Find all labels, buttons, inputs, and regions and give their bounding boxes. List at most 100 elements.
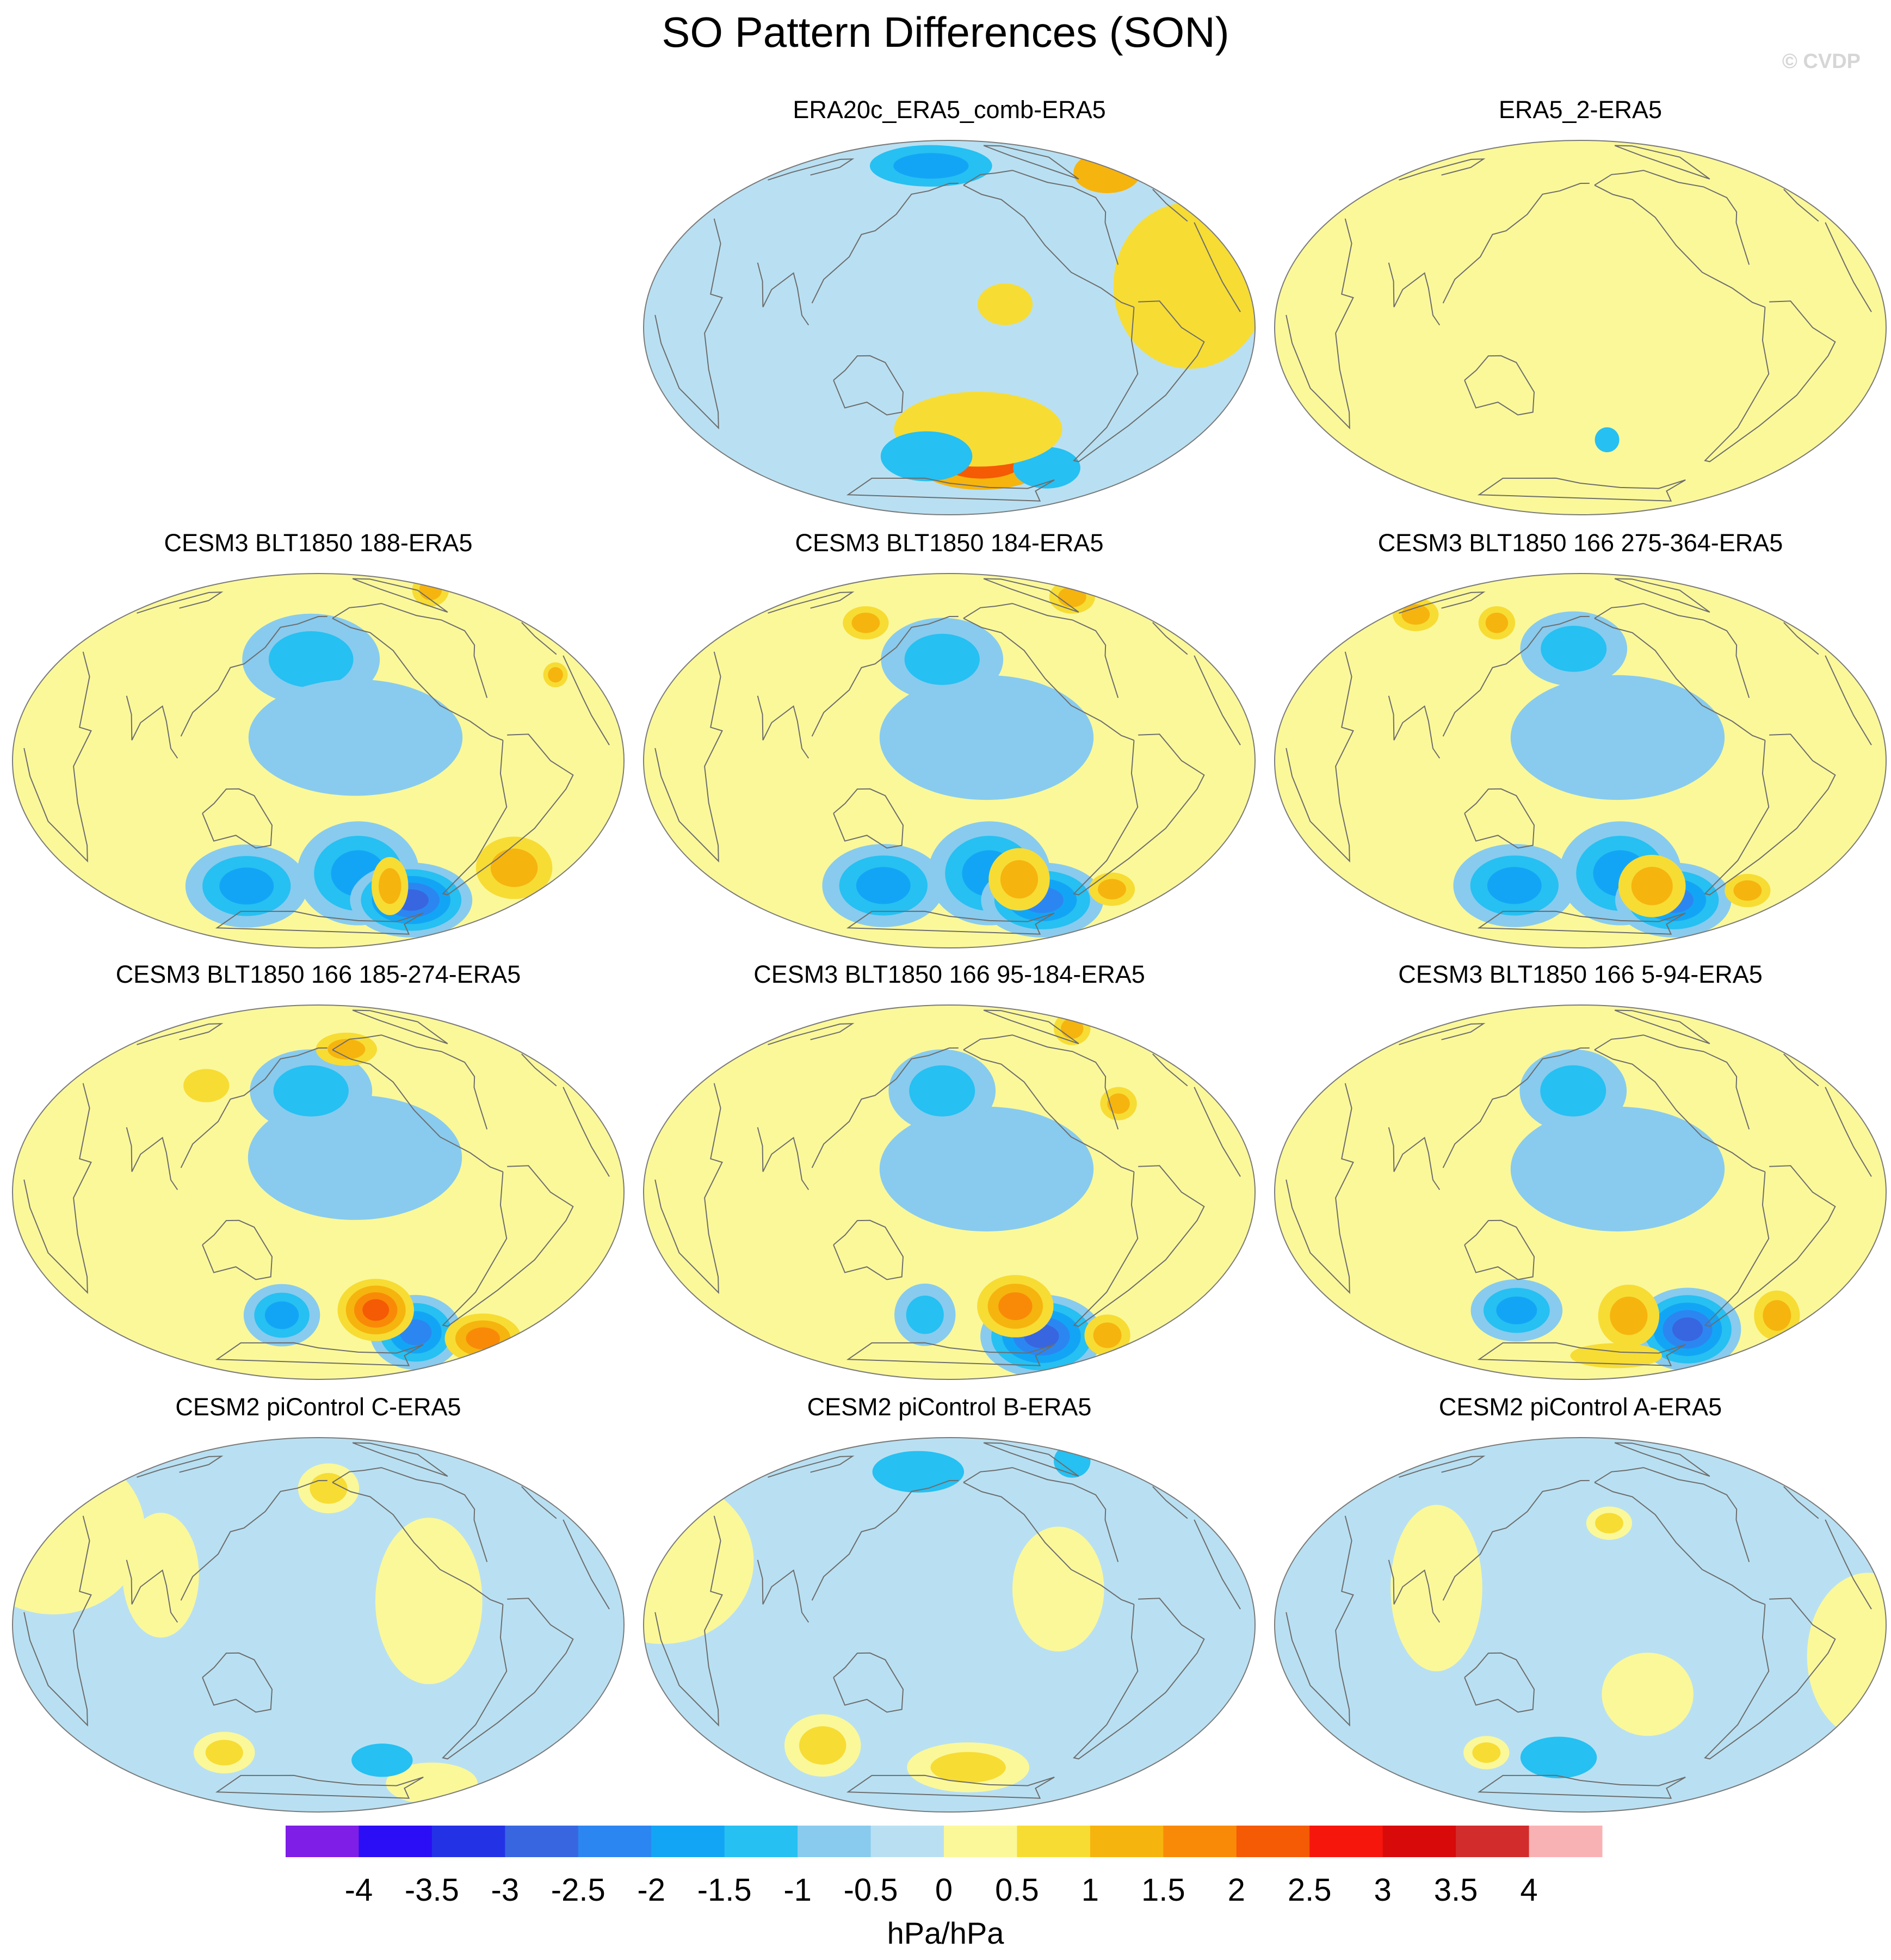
coastline	[1388, 695, 1441, 759]
coastline	[983, 578, 1079, 613]
figure-title: SO Pattern Differences (SON)	[662, 8, 1229, 56]
map-background	[644, 140, 1255, 515]
coastline	[137, 1023, 557, 1087]
anomaly-contour	[879, 675, 1094, 800]
anomaly-contour	[1510, 1106, 1725, 1232]
map-svg	[1274, 140, 1887, 515]
map-panel: ERA20c_ERA5_comb-ERA5	[639, 96, 1259, 520]
colorbar: -4 -3.5 -3 -2.5 -2 -1.5 -1 -0.5 0 0.5 1 1.5 2 2.5 3 3.5…	[286, 1826, 1603, 1908]
map-panel: CESM3 BLT1850 166 185-274-ERA5	[8, 960, 628, 1385]
colorbar-swatch	[578, 1826, 652, 1857]
coastline	[983, 1442, 1079, 1477]
coastline	[1594, 1467, 1750, 1562]
coastline	[332, 618, 503, 741]
panel-title: CESM3 BLT1850 166 275-364-ERA5	[1377, 529, 1783, 557]
coastline	[202, 788, 273, 849]
coastline	[202, 1652, 273, 1713]
colorbar-tick-label: -2.5	[551, 1872, 605, 1908]
panel-title: CESM3 BLT1850 184-ERA5	[795, 529, 1104, 557]
coastline	[1594, 603, 1750, 698]
map-svg	[1274, 573, 1887, 948]
coastline	[126, 1127, 178, 1191]
anomaly-contour	[1061, 1018, 1084, 1039]
colorbar-tick-label: 4	[1520, 1872, 1537, 1908]
anomaly-contour	[1472, 1742, 1501, 1763]
coastline	[1614, 578, 1710, 613]
coastline	[963, 1049, 1134, 1173]
coastline	[1477, 1774, 1686, 1799]
panel-title: CESM2 piControl B-ERA5	[807, 1393, 1092, 1421]
anomaly-contour	[1496, 1296, 1537, 1324]
map-border	[12, 573, 625, 948]
map-svg	[643, 1004, 1256, 1380]
anomaly-contour	[856, 867, 911, 904]
colorbar-swatch	[1236, 1826, 1310, 1857]
anomaly-contour	[268, 631, 354, 688]
coastline	[757, 262, 809, 326]
coastline	[833, 1652, 904, 1713]
coastline	[126, 695, 178, 759]
coastline	[1073, 1165, 1205, 1327]
map-border	[643, 1437, 1256, 1813]
coastline	[1614, 1442, 1710, 1477]
anomaly-contour	[1763, 1300, 1791, 1331]
colorbar-swatch	[1017, 1826, 1091, 1857]
coastline	[1594, 170, 1750, 265]
coastline	[963, 603, 1119, 698]
anomaly-contour	[904, 633, 980, 685]
colorbar-tick-label: 3.5	[1434, 1872, 1478, 1908]
coastline	[1399, 591, 1819, 655]
coastline	[180, 1047, 327, 1168]
anomaly-contour	[1487, 867, 1542, 904]
coastline	[352, 578, 448, 613]
coastline	[654, 1083, 1241, 1295]
anomaly-contour	[1520, 1736, 1597, 1779]
coastline	[963, 170, 1119, 265]
coastline	[1614, 145, 1710, 180]
coastline	[1594, 1049, 1765, 1173]
panel-title: CESM3 BLT1850 166 5-94-ERA5	[1398, 960, 1763, 988]
coastline	[180, 1480, 327, 1601]
colorbar-tick-label: -3.5	[405, 1872, 459, 1908]
coastline	[1442, 182, 1590, 304]
coastline	[963, 184, 1134, 308]
coastline	[1286, 1083, 1872, 1295]
anomaly-contour	[310, 1473, 348, 1504]
coastline	[1286, 651, 1872, 863]
coastline	[1594, 1034, 1750, 1130]
coastline	[757, 1127, 809, 1191]
anomaly-contour	[1485, 612, 1509, 633]
coastline	[352, 1009, 448, 1045]
coastline	[215, 910, 424, 935]
coastline	[757, 1560, 809, 1623]
map-border	[1274, 1437, 1887, 1813]
colorbar-swatch	[1163, 1826, 1237, 1857]
colorbar-swatch	[286, 1826, 359, 1857]
map-border	[643, 573, 1256, 948]
map-panel: CESM2 piControl A-ERA5	[1270, 1393, 1890, 1817]
map-panel: CESM3 BLT1850 188-ERA5	[8, 529, 628, 953]
anomaly-contour	[1603, 280, 1740, 446]
colorbar-tick-label: 2.5	[1288, 1872, 1332, 1908]
coastline	[1442, 1480, 1590, 1601]
map-svg	[12, 1004, 625, 1380]
panel-title: CESM2 piControl A-ERA5	[1438, 1393, 1722, 1421]
anomaly-contour	[419, 580, 442, 600]
coastline	[963, 1467, 1119, 1562]
colorbar-tick-label: 1	[1082, 1872, 1099, 1908]
map-border	[643, 1004, 1256, 1380]
coastline	[215, 1774, 424, 1799]
anomaly-contour	[851, 612, 880, 633]
anomaly-contour	[205, 1740, 243, 1766]
panel-title: ERA20c_ERA5_comb-ERA5	[793, 96, 1106, 124]
coastline	[768, 1023, 1188, 1087]
anomaly-contour	[909, 1065, 975, 1117]
panel-title: ERA5_2-ERA5	[1498, 96, 1663, 124]
anomaly-contour	[466, 1327, 500, 1350]
coastline	[811, 1480, 959, 1601]
coastline	[23, 651, 610, 863]
coastline	[1442, 1047, 1590, 1168]
anomaly-contour	[362, 1299, 390, 1321]
map-svg	[643, 573, 1256, 948]
anomaly-contour	[351, 1743, 413, 1777]
